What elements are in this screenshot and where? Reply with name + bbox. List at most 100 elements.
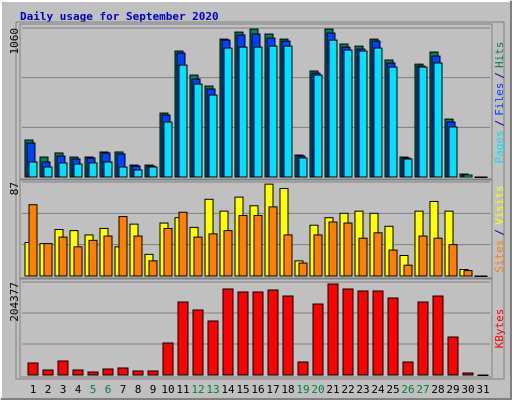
x-tick-label: 19 bbox=[296, 383, 309, 396]
x-tick-label: 16 bbox=[251, 383, 264, 396]
bar bbox=[57, 360, 69, 376]
bar bbox=[313, 74, 323, 178]
bar bbox=[463, 270, 473, 277]
legend-entry: KBytes bbox=[493, 309, 506, 349]
bar bbox=[403, 158, 413, 178]
x-tick-label: 14 bbox=[221, 383, 235, 396]
x-tick-label: 24 bbox=[371, 383, 385, 396]
bar bbox=[387, 297, 399, 376]
x-tick-label: 20 bbox=[311, 383, 324, 396]
bar bbox=[208, 233, 218, 277]
x-tick-label: 27 bbox=[416, 383, 429, 396]
bar bbox=[58, 162, 68, 178]
legend-entry: Sites bbox=[493, 240, 506, 273]
x-tick-label: 13 bbox=[206, 383, 219, 396]
bar bbox=[223, 230, 233, 277]
bar bbox=[103, 235, 113, 277]
bar bbox=[118, 166, 128, 178]
bar bbox=[358, 237, 368, 277]
bar bbox=[478, 176, 488, 178]
bar bbox=[192, 309, 204, 376]
bar bbox=[312, 303, 324, 376]
x-tick-label: 25 bbox=[386, 383, 399, 396]
legend-entry: Files bbox=[493, 83, 506, 116]
bar bbox=[252, 291, 264, 376]
bar bbox=[357, 290, 369, 376]
legend-separator: / bbox=[493, 120, 506, 127]
legend-separator: / bbox=[493, 72, 506, 79]
bar bbox=[147, 370, 159, 376]
x-tick-label: 11 bbox=[176, 383, 189, 396]
bar bbox=[43, 243, 53, 277]
bar bbox=[268, 45, 278, 178]
bar bbox=[418, 66, 428, 178]
bar bbox=[87, 371, 99, 376]
legend-entry: Visits bbox=[493, 185, 506, 225]
bar bbox=[88, 162, 98, 178]
bar bbox=[148, 166, 158, 178]
bar bbox=[328, 221, 338, 277]
x-tick-label: 15 bbox=[236, 383, 249, 396]
bar bbox=[283, 45, 293, 178]
x-tick-label: 9 bbox=[150, 383, 157, 396]
legend-entry: Hits bbox=[493, 42, 506, 69]
bar bbox=[132, 370, 144, 376]
x-tick-label: 29 bbox=[446, 383, 459, 396]
legend: Sites / Visits bbox=[493, 185, 506, 273]
legend-separator: / bbox=[493, 229, 506, 236]
bar bbox=[283, 234, 293, 277]
bar bbox=[177, 301, 189, 376]
y-tick-label: 87 bbox=[8, 182, 21, 195]
bar bbox=[372, 290, 384, 376]
bar bbox=[298, 262, 308, 277]
bar bbox=[402, 361, 414, 376]
bar bbox=[463, 174, 473, 178]
x-tick-label: 3 bbox=[60, 383, 67, 396]
bar bbox=[343, 49, 353, 178]
bar bbox=[117, 367, 129, 376]
bar bbox=[462, 372, 474, 376]
x-tick-label: 1 bbox=[30, 383, 37, 396]
bar bbox=[328, 39, 338, 178]
legend: KBytes bbox=[493, 309, 506, 349]
y-tick-label: 1060 bbox=[8, 28, 21, 55]
bar bbox=[102, 368, 114, 376]
x-tick-label: 28 bbox=[431, 383, 444, 396]
bar bbox=[163, 121, 173, 178]
bar bbox=[358, 50, 368, 178]
bar bbox=[343, 222, 353, 277]
bar bbox=[88, 239, 98, 277]
legend-entry: Pages bbox=[493, 130, 506, 163]
bar bbox=[148, 260, 158, 277]
x-tick-label: 21 bbox=[326, 383, 339, 396]
bar bbox=[388, 66, 398, 178]
bar bbox=[207, 320, 219, 376]
bar bbox=[193, 83, 203, 178]
bar bbox=[238, 46, 248, 178]
bar bbox=[297, 361, 309, 376]
bar bbox=[28, 161, 38, 178]
bar bbox=[103, 161, 113, 178]
bar bbox=[73, 246, 83, 277]
bar bbox=[133, 169, 143, 178]
bar bbox=[43, 166, 53, 178]
bar bbox=[403, 264, 413, 277]
label-frame bbox=[15, 21, 505, 380]
bar bbox=[222, 288, 234, 376]
legend: Pages / Files / Hits bbox=[493, 42, 506, 164]
bar bbox=[223, 47, 233, 178]
x-tick-label: 30 bbox=[461, 383, 474, 396]
x-tick-label: 18 bbox=[281, 383, 294, 396]
bar bbox=[388, 249, 398, 277]
x-tick-label: 31 bbox=[476, 383, 489, 396]
bar bbox=[448, 126, 458, 178]
bar bbox=[133, 235, 143, 277]
bar bbox=[267, 289, 279, 376]
bar bbox=[193, 236, 203, 277]
bar bbox=[28, 204, 38, 277]
x-tick-label: 4 bbox=[75, 383, 82, 396]
bar bbox=[433, 237, 443, 277]
x-tick-label: 23 bbox=[356, 383, 369, 396]
bar bbox=[417, 301, 429, 376]
